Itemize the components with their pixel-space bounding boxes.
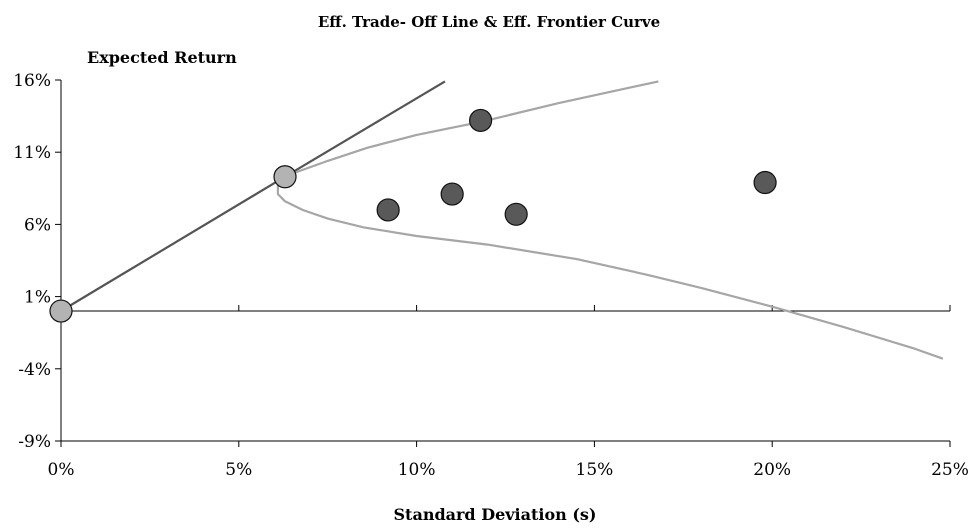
axes: -9% -4% 1% 6% 11% 16% 0% 5% 10% 15% 20% 25%	[13, 71, 969, 480]
y-axis-title: Expected Return	[87, 48, 237, 67]
x-tick-label: 20%	[753, 460, 791, 480]
y-tick-label: 1%	[24, 288, 51, 308]
series-lines	[60, 80, 944, 360]
series-points	[49, 108, 777, 323]
y-tick-label: -9%	[18, 432, 51, 452]
special-point	[49, 299, 73, 323]
special-point	[273, 165, 297, 189]
chart-title: Eff. Trade- Off Line & Eff. Frontier Cur…	[318, 13, 660, 31]
x-tick-label: 25%	[931, 460, 969, 480]
y-tick-label: 11%	[13, 143, 51, 163]
x-axis-title: Standard Deviation (s)	[394, 505, 597, 524]
x-tick-label: 0%	[48, 460, 75, 480]
series-line	[276, 80, 944, 360]
asset-point	[504, 202, 528, 226]
y-tick-label: 6%	[24, 215, 51, 235]
y-tick-label: -4%	[18, 360, 51, 380]
series-line	[60, 80, 446, 312]
y-tick-label: 16%	[13, 71, 51, 91]
asset-point	[469, 108, 493, 133]
asset-point	[376, 198, 400, 222]
x-tick-label: 15%	[576, 460, 614, 480]
asset-point	[753, 170, 777, 195]
x-tick-label: 5%	[225, 460, 252, 480]
x-tick-label: 10%	[398, 460, 436, 480]
asset-point	[440, 182, 464, 206]
